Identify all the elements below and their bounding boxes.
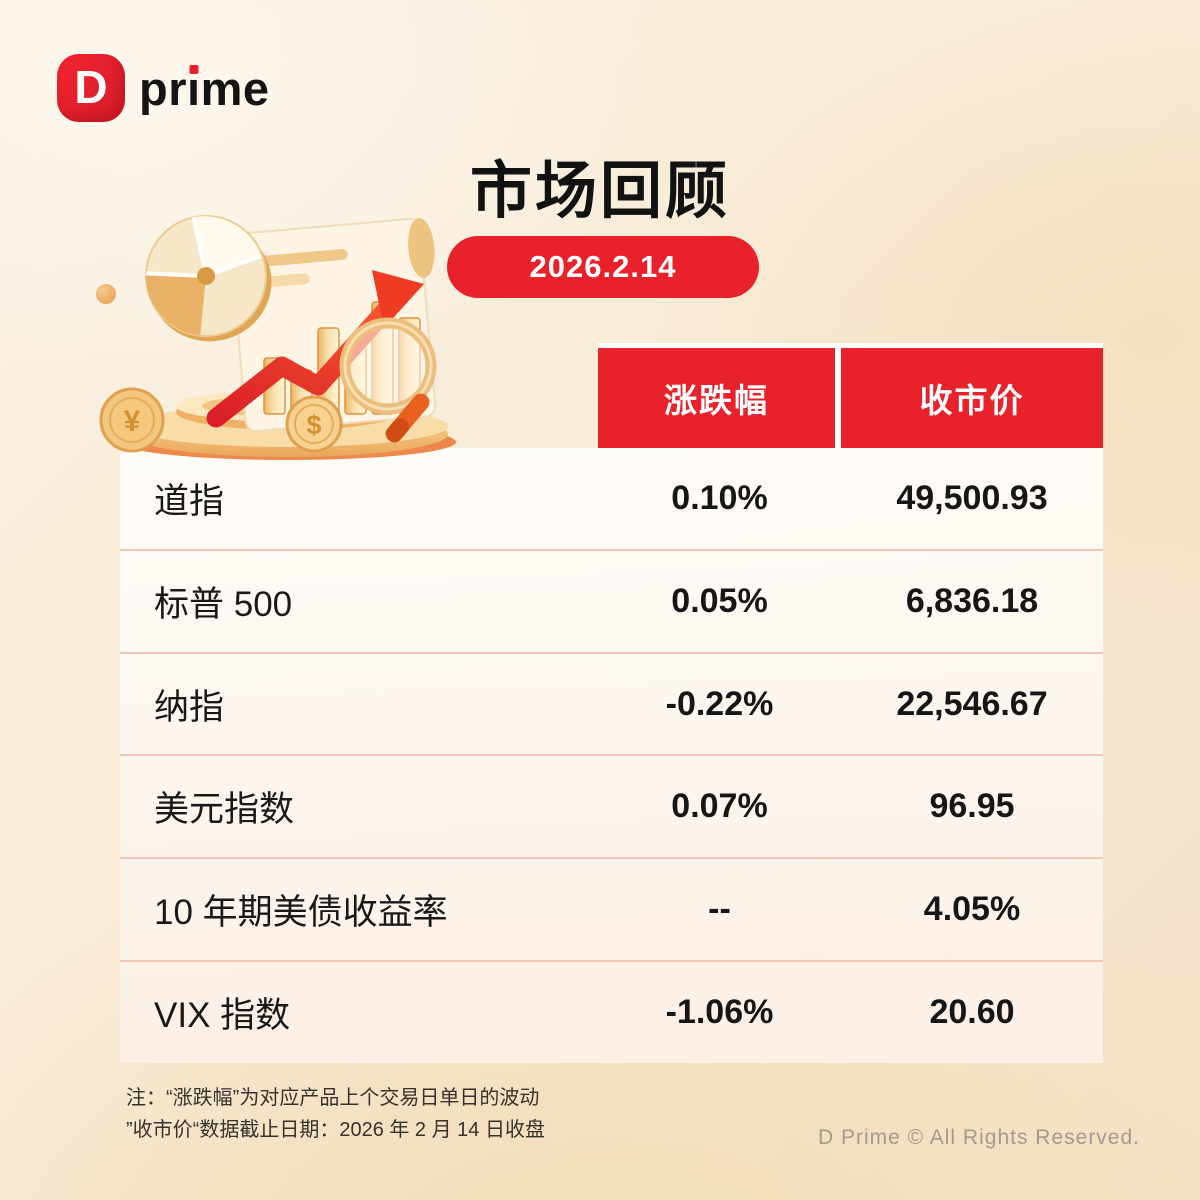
close-value: 4.05% [923, 890, 1021, 929]
index-label: 道指 [154, 481, 225, 521]
table-row: 美元指数 0.07% 96.95 [120, 754, 1103, 857]
market-illustration: ¥ $ [96, 215, 456, 460]
table-row: VIX 指数 -1.06% 20.60 [120, 960, 1103, 1063]
index-label: 标普 500 [154, 584, 293, 624]
change-value: -0.22% [665, 684, 774, 723]
close-value: 20.60 [929, 993, 1015, 1032]
column-header-change: 涨跌幅 [598, 348, 835, 448]
page-title: 市场回顾 [469, 157, 730, 226]
table-row: 道指 0.10% 49,500.93 [120, 448, 1103, 549]
logo-wordmark: pr ı me [139, 61, 270, 116]
index-label: 10 年期美债收益率 [154, 893, 448, 933]
magnifier-icon [339, 317, 437, 443]
close-value: 6,836.18 [905, 581, 1039, 620]
table-header: 涨跌幅 收市价 [598, 343, 1103, 448]
dprime-logo: D pr ı me [57, 54, 270, 122]
table-row: 纳指 -0.22% 22,546.67 [120, 651, 1103, 755]
column-header-close: 收市价 [841, 348, 1103, 448]
table-row: 标普 500 0.05% 6,836.18 [120, 548, 1103, 652]
dprime-logo-icon: D [57, 54, 125, 122]
close-value: 22,546.67 [896, 684, 1048, 723]
change-value: -1.06% [665, 993, 774, 1032]
svg-text:$: $ [306, 410, 321, 440]
coin-dollar-icon: $ [285, 395, 343, 453]
close-value: 96.95 [929, 787, 1015, 826]
copyright-text: D Prime © All Rights Reserved. [817, 1126, 1140, 1149]
change-value: 0.05% [671, 581, 768, 620]
index-label: 纳指 [154, 687, 225, 727]
logo-wordmark-part: pr [139, 61, 187, 115]
svg-text:¥: ¥ [124, 405, 141, 438]
pie-chart-icon [145, 215, 272, 342]
footnotes: 注：“涨跌幅”为对应产品上个交易日单日的波动 ”收市价“数据截止日期：2026 … [126, 1082, 545, 1146]
footnote-line: ”收市价“数据截止日期：2026 年 2 月 14 日收盘 [126, 1119, 545, 1141]
close-value: 49,500.93 [896, 478, 1048, 517]
change-value: 0.10% [671, 478, 768, 517]
market-table: 道指 0.10% 49,500.93 标普 500 0.05% 6,836.18… [120, 448, 1103, 1063]
index-label: 美元指数 [154, 790, 295, 830]
table-row: 10 年期美债收益率 -- 4.05% [120, 857, 1103, 960]
floating-ball [96, 284, 116, 304]
change-value: 0.07% [671, 787, 768, 826]
index-label: VIX 指数 [154, 996, 291, 1036]
logo-wordmark-i: ı [187, 61, 201, 115]
change-value: -- [708, 890, 731, 929]
footnote-line: 注：“涨跌幅”为对应产品上个交易日单日的波动 [126, 1087, 540, 1109]
logo-wordmark-part: me [200, 61, 270, 115]
coin-yen-icon: ¥ [99, 387, 165, 453]
date-badge: 2026.2.14 [447, 236, 759, 298]
logo-mark-letter: D [74, 61, 108, 113]
